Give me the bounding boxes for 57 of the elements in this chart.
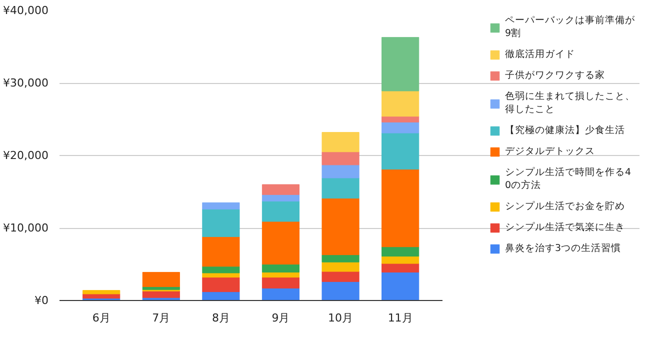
bar (322, 262, 360, 272)
legend-label: 子供がワクワクする家 (505, 69, 605, 82)
legend-label: シンプル生活でお金を貯め (505, 200, 625, 213)
bar (142, 272, 180, 287)
legend-label: シンプル生活で気楽に生き (505, 221, 625, 234)
bar (202, 277, 240, 292)
x-tick-label: 11月 (388, 312, 413, 324)
bar (202, 236, 240, 267)
bar (382, 263, 420, 272)
bar (262, 194, 300, 202)
x-tick-label: 7月 (152, 312, 170, 324)
bar (322, 132, 360, 152)
bar (202, 208, 240, 237)
legend-label: 鼻炎を治す3つの生活習慣 (505, 242, 622, 255)
legend-label: デジタルデトックス (505, 145, 595, 158)
bar (382, 272, 420, 300)
bar (142, 290, 180, 298)
y-tick-label: ¥30,000 (3, 76, 49, 90)
bar (382, 256, 420, 264)
y-tick-label: ¥10,000 (3, 222, 49, 234)
bar (382, 132, 420, 170)
x-tick-label: 9月 (272, 312, 290, 324)
bar (202, 292, 240, 300)
x-tick-label: 6月 (92, 312, 110, 324)
bar (382, 122, 420, 134)
bar (262, 200, 300, 222)
bar (262, 184, 300, 195)
x-tick-label: 8月 (212, 312, 230, 324)
bar (262, 288, 300, 300)
x-tick-label: 10月 (328, 312, 354, 324)
bar (322, 164, 360, 178)
y-tick-label: ¥20,000 (3, 149, 49, 162)
bar (382, 116, 420, 122)
bar (382, 246, 420, 257)
legend-label: シンプル生活で時間を作る40の方法 (505, 166, 632, 192)
bar (382, 90, 420, 117)
legend-label: ペーパーバックは事前準備が9割 (505, 14, 635, 40)
bar (382, 169, 420, 248)
bar (322, 271, 360, 282)
bar (382, 37, 420, 92)
bar (202, 266, 240, 274)
bar (202, 202, 240, 210)
legend-label: 色弱に生まれて損したこと、得したこと (505, 90, 635, 116)
bar (322, 198, 360, 256)
bar (262, 272, 300, 278)
bar (262, 221, 300, 264)
bar (322, 152, 360, 166)
bar (322, 178, 360, 199)
bar (322, 254, 360, 262)
y-tick-label: ¥0 (34, 294, 49, 307)
legend-label: 【究極の健康法】少食生活 (505, 124, 625, 137)
bar (262, 277, 300, 288)
legend-label: 徹底活用ガイド (505, 48, 575, 61)
y-tick-label: ¥40,000 (3, 4, 49, 17)
bar (262, 264, 300, 272)
bar (322, 281, 360, 300)
bar (82, 290, 120, 294)
